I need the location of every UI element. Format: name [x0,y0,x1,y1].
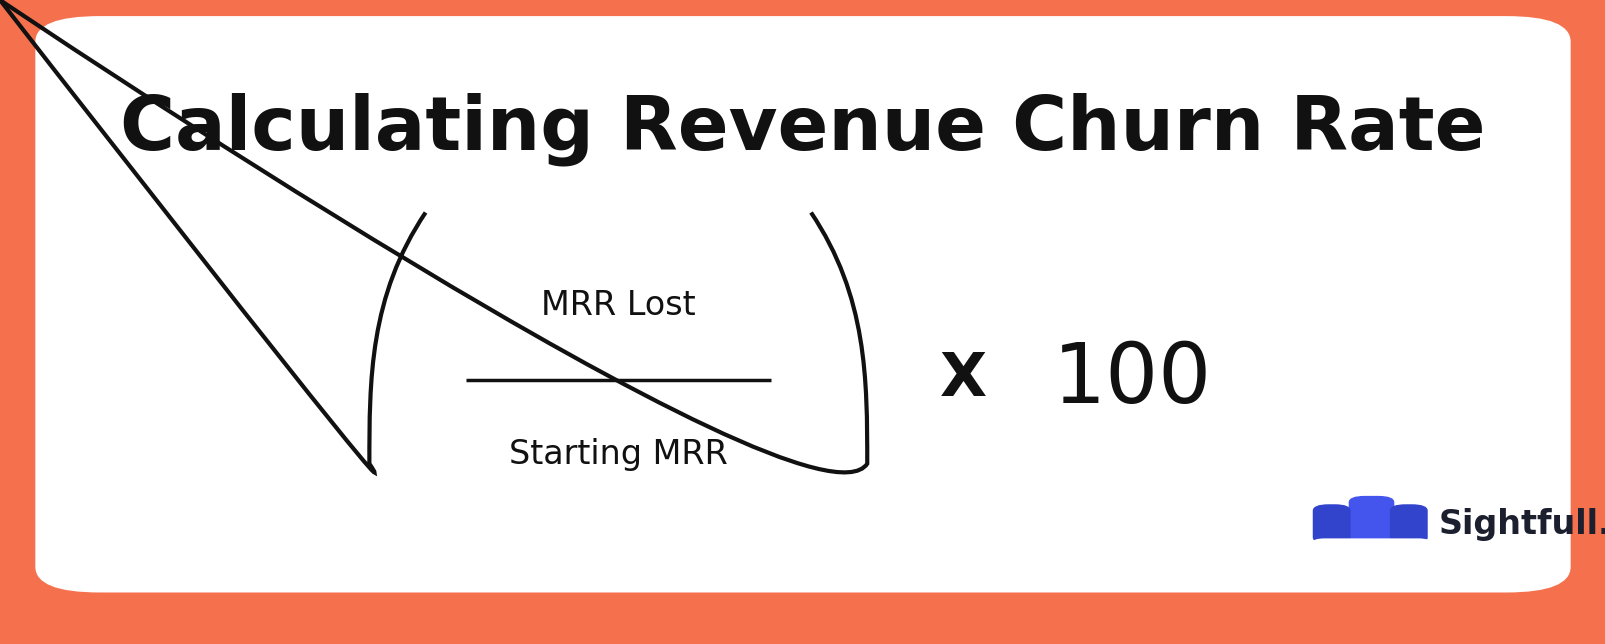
FancyBboxPatch shape [1311,538,1430,562]
FancyBboxPatch shape [1388,504,1427,544]
FancyBboxPatch shape [35,16,1570,592]
Text: Starting MRR: Starting MRR [509,437,727,471]
Text: Calculating Revenue Churn Rate: Calculating Revenue Churn Rate [120,92,1485,166]
Text: X: X [939,350,987,410]
FancyBboxPatch shape [1311,504,1350,544]
Text: 100: 100 [1051,339,1212,421]
FancyBboxPatch shape [1348,496,1393,546]
Text: Sightfull.: Sightfull. [1438,508,1605,542]
Text: MRR Lost: MRR Lost [541,289,695,323]
